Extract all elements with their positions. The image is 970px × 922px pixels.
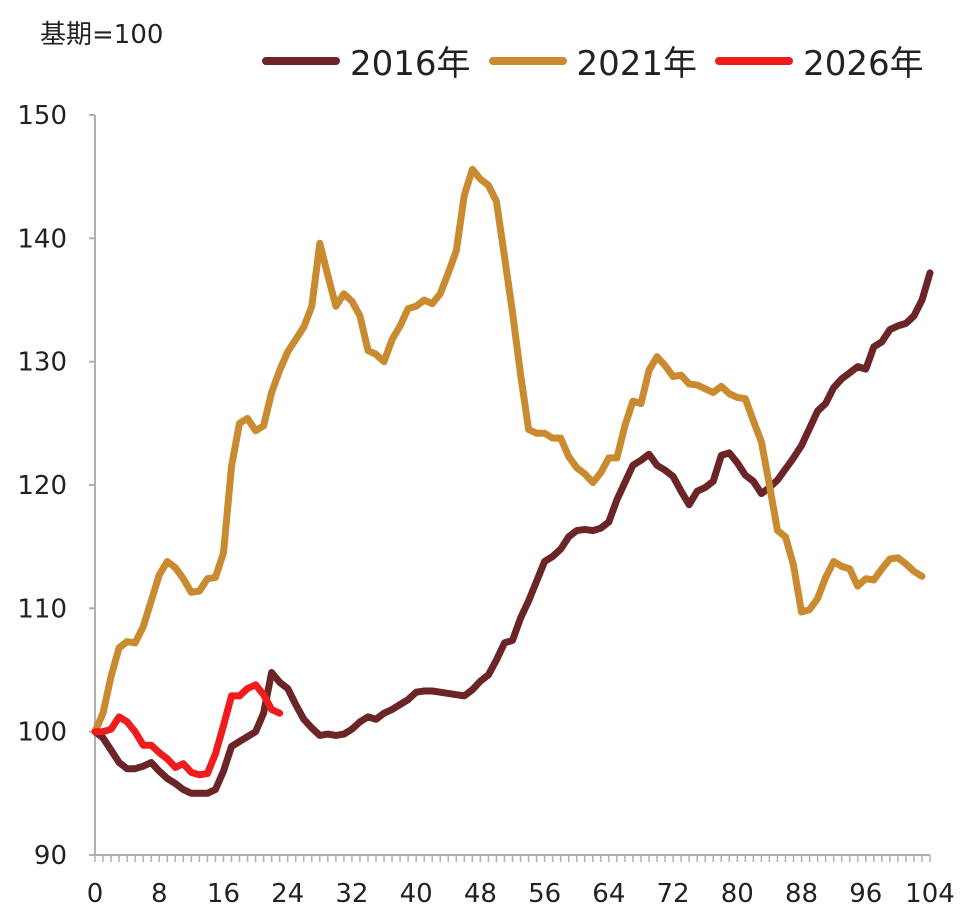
- series-line-1: [91, 165, 926, 736]
- x-tick-label: 32: [335, 879, 368, 909]
- unit-label: 基期=100: [40, 20, 164, 50]
- legend-item-2016: 2016年: [262, 36, 471, 85]
- legend: 2016年 2021年 2026年: [262, 36, 942, 85]
- x-tick-label: 16: [207, 879, 240, 909]
- legend-label-2021: 2021年: [576, 44, 698, 84]
- chart-series: [91, 165, 934, 797]
- x-tick-label: 88: [785, 879, 818, 909]
- x-tick-label: 64: [592, 879, 625, 909]
- legend-item-2026: 2026年: [715, 36, 924, 85]
- x-tick-label: 40: [400, 879, 433, 909]
- x-tick-label: 104: [905, 879, 955, 909]
- y-tick-label: 140: [17, 224, 67, 254]
- legend-label-2016: 2016年: [350, 44, 471, 84]
- x-tick-label: 56: [528, 879, 561, 909]
- legend-swatch-2021: [488, 56, 567, 65]
- series-line-0: [91, 269, 934, 797]
- x-tick-label: 72: [657, 879, 690, 909]
- y-tick-label: 110: [17, 594, 67, 624]
- y-tick-label: 90: [34, 841, 67, 871]
- chart-axes: 90 100 110 120 130 140 150 0 8 16 24 32 40 48 56 64 72 80…: [17, 101, 954, 909]
- legend-label-2026: 2026年: [803, 44, 924, 84]
- x-tick-label: 48: [464, 879, 497, 909]
- x-tick-label: 8: [151, 879, 168, 909]
- y-tick-label: 120: [17, 471, 67, 501]
- legend-swatch-2026: [715, 56, 794, 65]
- series-line-2: [91, 681, 284, 779]
- x-tick-label: 24: [271, 879, 304, 909]
- x-tick-label: 96: [849, 879, 882, 909]
- y-tick-label: 130: [17, 348, 67, 378]
- legend-item-2021: 2021年: [488, 36, 698, 85]
- x-tick-label: 80: [721, 879, 754, 909]
- x-tick-label: 0: [87, 879, 104, 909]
- y-tick-label: 100: [17, 718, 67, 748]
- legend-swatch-2016: [262, 56, 340, 65]
- y-tick-label: 150: [17, 101, 67, 131]
